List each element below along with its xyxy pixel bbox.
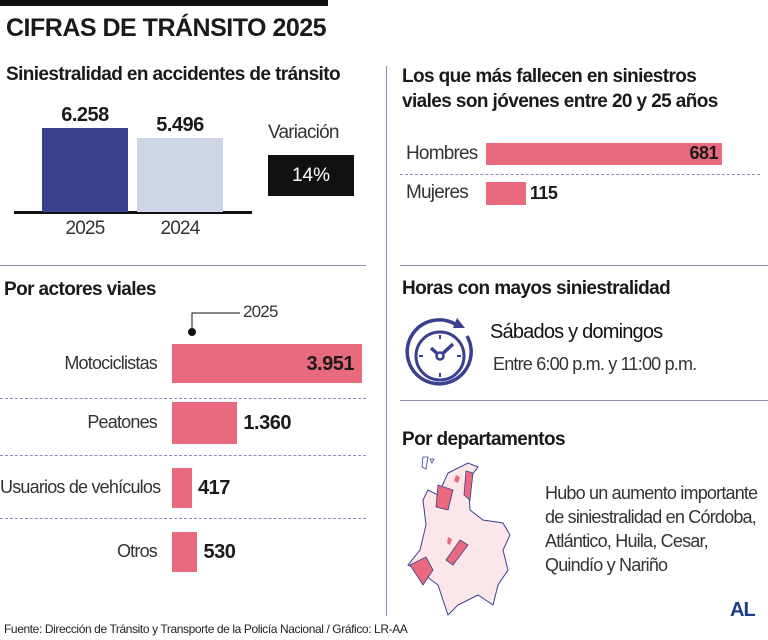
data-label: 115 [529, 183, 558, 203]
data-label: 6.258 [61, 104, 109, 126]
bar [137, 138, 223, 212]
bar [172, 344, 362, 383]
data-label: 5.496 [156, 114, 204, 137]
data-label: 530 [203, 541, 236, 563]
text-line: Quindío y Nariño [545, 555, 668, 575]
bar [486, 182, 526, 205]
text-line: Atlántico, Huila, Cesar, [545, 531, 709, 551]
top-bar [0, 0, 328, 6]
separator [400, 174, 760, 175]
chart-title-line: viales son jóvenes entre 20 y 25 años [402, 91, 718, 112]
series-pointer [188, 312, 240, 336]
category-label: Hombres [406, 143, 478, 164]
divider [0, 265, 366, 266]
hours-days: Sábados y domingos [490, 321, 663, 343]
x-axis [14, 211, 252, 214]
hours-range: Entre 6:00 p.m. y 11:00 p.m. [493, 354, 697, 374]
divider [386, 66, 387, 616]
category-label: Motociclistas [64, 352, 157, 373]
hours-title: Horas con mayos siniestralidad [402, 278, 671, 299]
separator [0, 398, 366, 399]
data-label: 1.360 [243, 412, 291, 434]
category-label: Peatones [87, 412, 157, 432]
bar [42, 128, 128, 212]
category-label: Otros [116, 541, 158, 561]
variation-badge: 14% [268, 155, 354, 196]
data-label: 3.951 [306, 352, 354, 375]
chart-title-line: Los que más fallecen en siniestros [402, 66, 697, 87]
series-label: 2025 [243, 302, 278, 321]
bar [172, 468, 193, 508]
divider [400, 400, 768, 401]
text-line: de siniestralidad en Córdoba, [545, 507, 757, 527]
bar [172, 402, 238, 444]
category-label: Usuarios de vehículos [0, 477, 161, 497]
page-title: CIFRAS DE TRÁNSITO 2025 [6, 14, 327, 42]
separator [0, 518, 366, 519]
departments-text: Hubo un aumento importante de siniestral… [545, 481, 758, 577]
clock-icon [405, 318, 473, 386]
separator [0, 455, 366, 456]
variation-label: Variación [268, 122, 339, 143]
data-label: 417 [198, 477, 230, 499]
tick-label: 2025 [65, 218, 105, 239]
bar [486, 143, 722, 165]
bar [172, 532, 198, 572]
chart-title: Siniestralidad en accidentes de tránsito [6, 64, 341, 85]
colombia-map [407, 456, 511, 616]
departments-title: Por departamentos [402, 429, 566, 450]
text-line: Hubo un aumento importante [545, 483, 758, 503]
chart-title: Por actores viales [4, 279, 156, 300]
divider [400, 265, 768, 266]
source-footer: Fuente: Dirección de Tránsito y Transpor… [4, 622, 408, 636]
tick-label: 2024 [160, 218, 200, 239]
logo: AL [730, 599, 756, 621]
data-label: 681 [689, 143, 718, 163]
category-label: Mujeres [406, 182, 469, 203]
